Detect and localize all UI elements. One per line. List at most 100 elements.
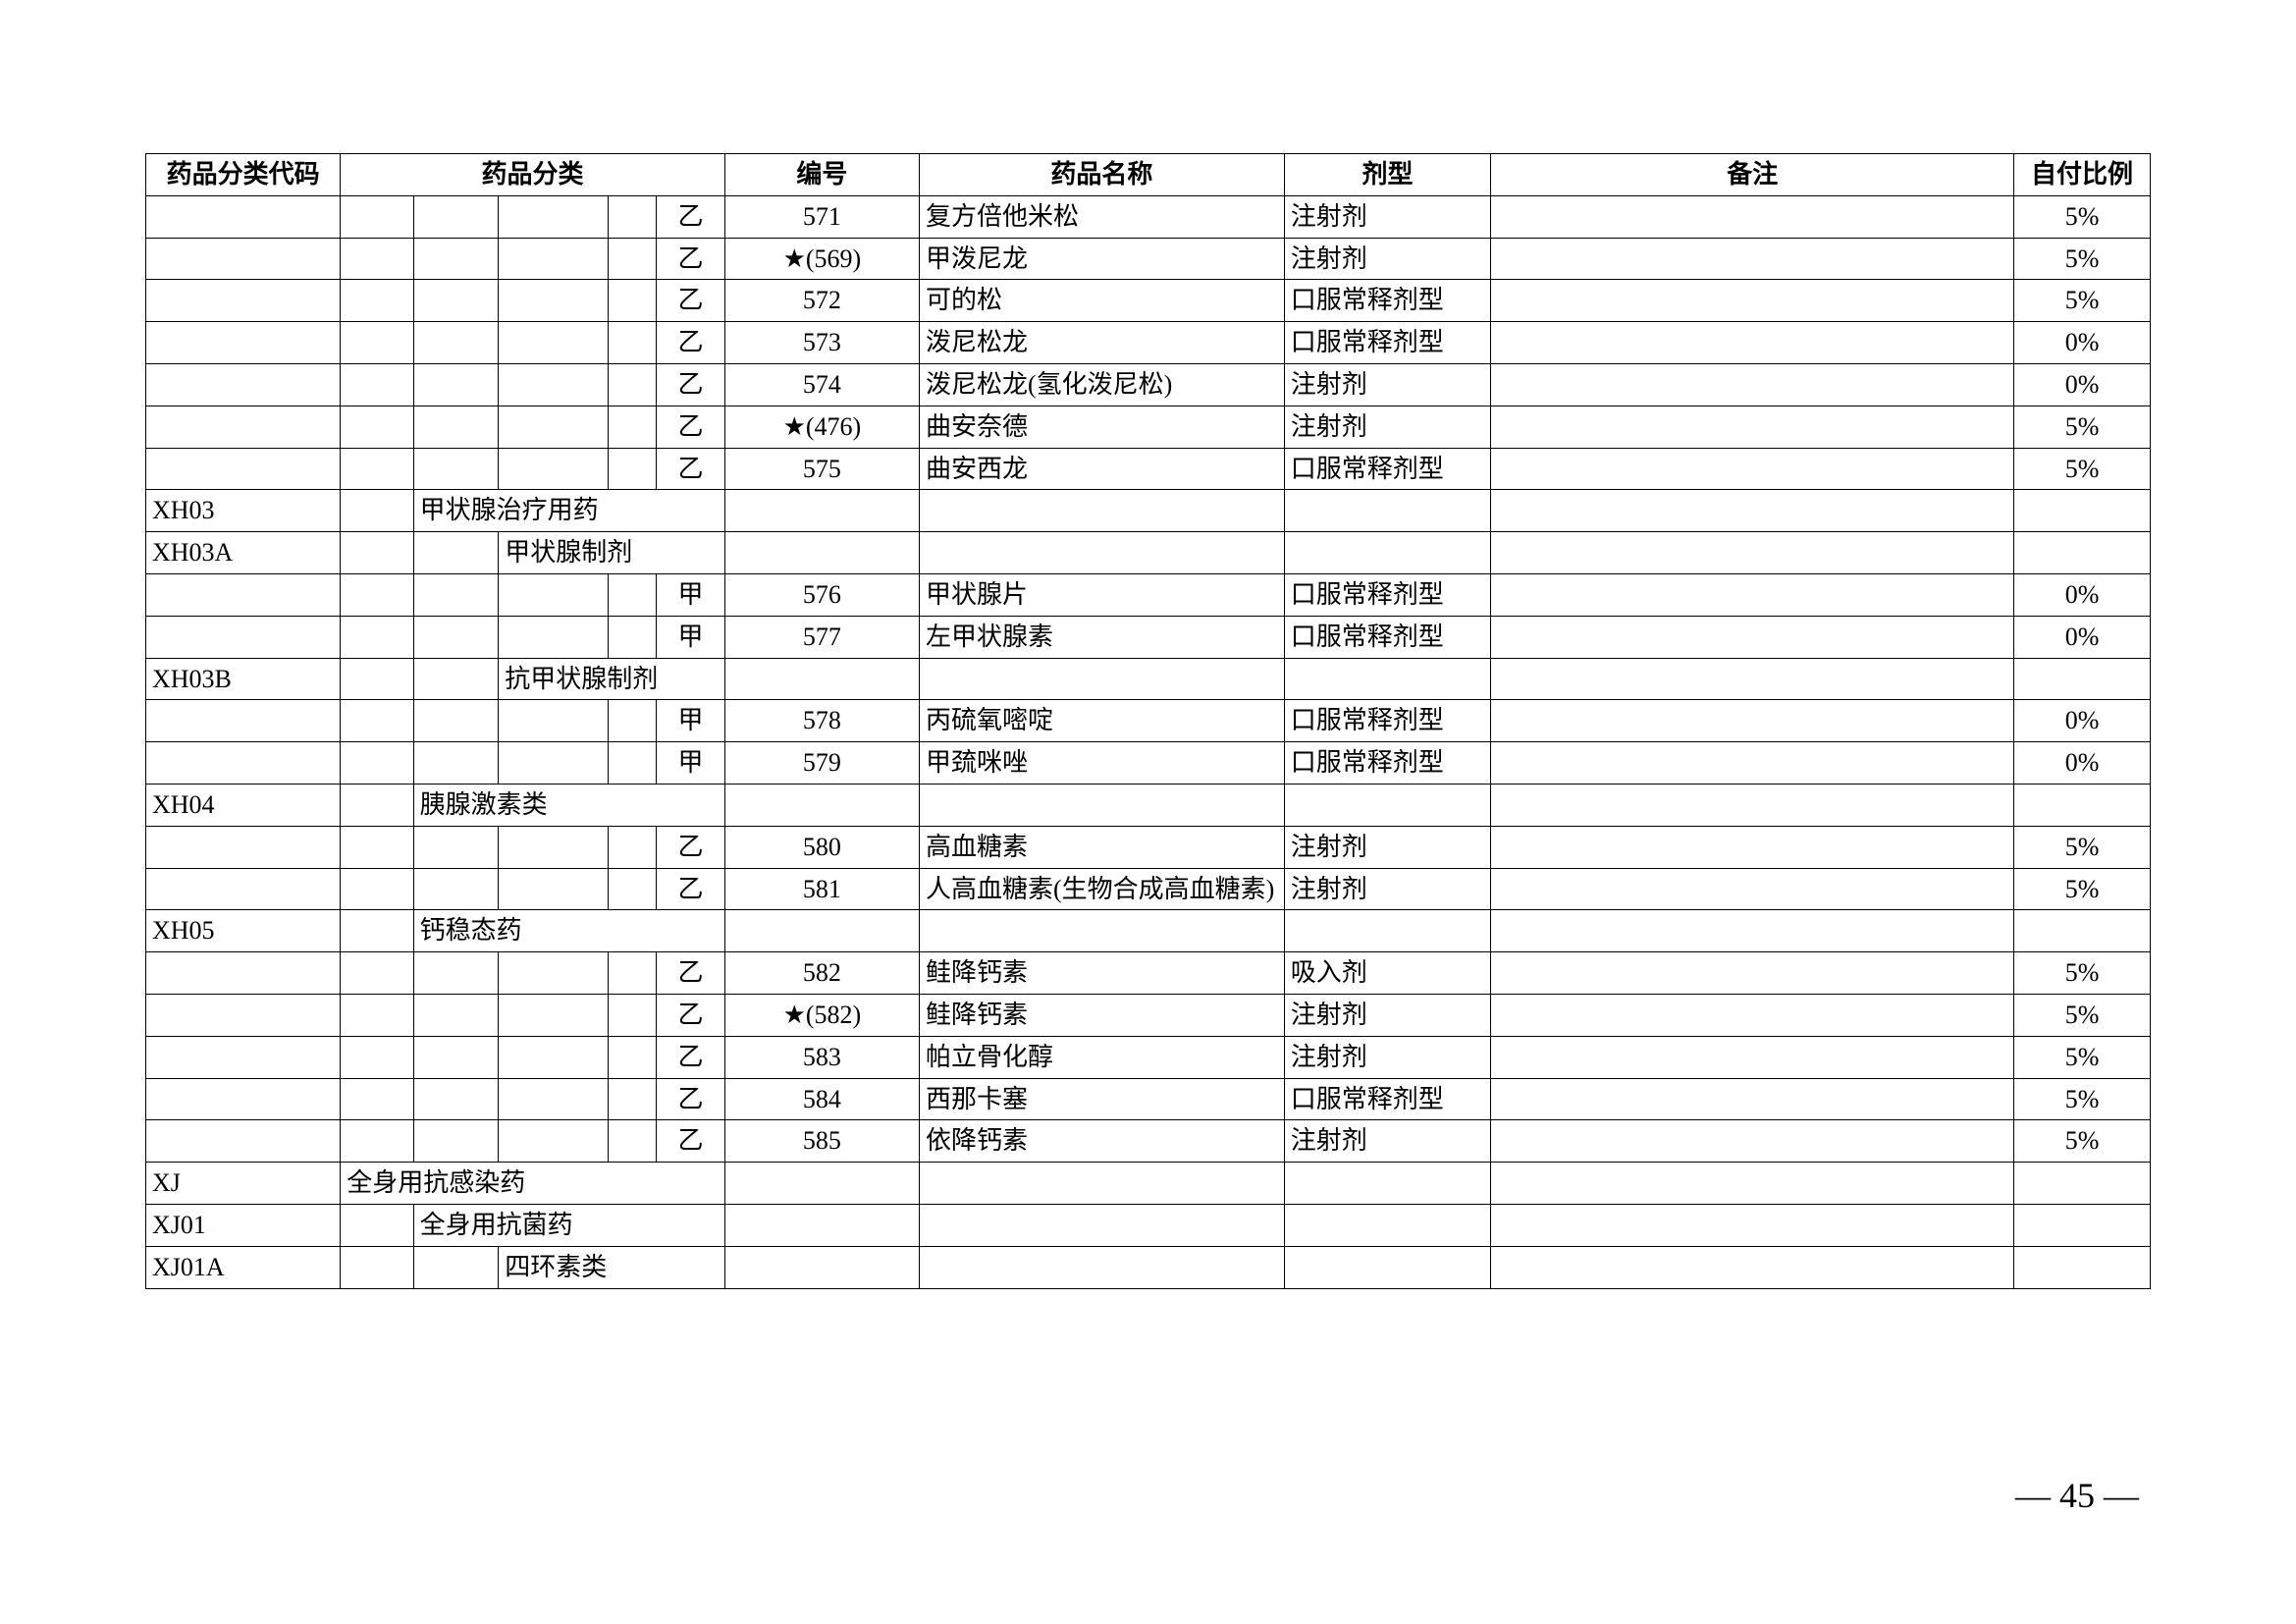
cell-cat-e: 乙 [657, 994, 724, 1036]
cell-name: 甲状腺片 [920, 573, 1285, 616]
cell-cat-a [341, 1036, 413, 1078]
table-row: 乙★(476)曲安奈德注射剂5% [146, 406, 2151, 448]
cell-cat-e: 甲 [657, 742, 724, 785]
cell-cat-a [341, 784, 413, 826]
cell-cat-d [608, 363, 657, 406]
cell-cat-d [608, 1036, 657, 1078]
cell-cat-a [341, 532, 413, 574]
cell-number: 573 [724, 322, 919, 364]
cell-cat-c [499, 1078, 609, 1120]
cell-cat-b [413, 658, 499, 700]
cell-code [146, 448, 341, 490]
cell-code: XH03B [146, 658, 341, 700]
cell-ratio [2014, 910, 2151, 952]
cell-name: 西那卡塞 [920, 1078, 1285, 1120]
cell-number: ★(476) [724, 406, 919, 448]
header-form: 剂型 [1284, 154, 1491, 196]
cell-cat-a [341, 280, 413, 322]
cell-name: 左甲状腺素 [920, 616, 1285, 658]
cell-number: 578 [724, 700, 919, 742]
cell-ratio: 5% [2014, 826, 2151, 868]
cell-form [1284, 1204, 1491, 1246]
cell-name [920, 1246, 1285, 1288]
table-row: 乙585依降钙素注射剂5% [146, 1120, 2151, 1163]
cell-name: 鲑降钙素 [920, 994, 1285, 1036]
cell-category: 胰腺激素类 [413, 784, 724, 826]
cell-form [1284, 532, 1491, 574]
cell-cat-e: 乙 [657, 826, 724, 868]
cell-note [1491, 910, 2014, 952]
cell-form: 口服常释剂型 [1284, 280, 1491, 322]
cell-code [146, 1036, 341, 1078]
cell-form: 口服常释剂型 [1284, 573, 1491, 616]
cell-category: 甲状腺治疗用药 [413, 490, 724, 532]
cell-cat-c [499, 448, 609, 490]
cell-name: 依降钙素 [920, 1120, 1285, 1163]
cell-note [1491, 363, 2014, 406]
cell-ratio [2014, 1163, 2151, 1205]
cell-cat-a [341, 238, 413, 280]
cell-code [146, 573, 341, 616]
cell-cat-d [608, 826, 657, 868]
cell-cat-c [499, 868, 609, 910]
cell-number: 580 [724, 826, 919, 868]
cell-code: XH03A [146, 532, 341, 574]
cell-name: 可的松 [920, 280, 1285, 322]
cell-cat-c [499, 280, 609, 322]
cell-cat-b [413, 195, 499, 238]
cell-note [1491, 195, 2014, 238]
cell-cat-c [499, 238, 609, 280]
table-body: 乙571复方倍他米松注射剂5%乙★(569)甲泼尼龙注射剂5%乙572可的松口服… [146, 195, 2151, 1288]
cell-code: XH04 [146, 784, 341, 826]
cell-form: 口服常释剂型 [1284, 616, 1491, 658]
cell-form: 口服常释剂型 [1284, 322, 1491, 364]
cell-form: 注射剂 [1284, 826, 1491, 868]
cell-cat-a [341, 1078, 413, 1120]
table-row: 乙582鲑降钙素吸入剂5% [146, 952, 2151, 995]
cell-number [724, 658, 919, 700]
table-row: 乙584西那卡塞口服常释剂型5% [146, 1078, 2151, 1120]
cell-cat-b [413, 448, 499, 490]
cell-cat-d [608, 573, 657, 616]
cell-number: ★(582) [724, 994, 919, 1036]
cell-cat-b [413, 280, 499, 322]
cell-code: XH05 [146, 910, 341, 952]
cell-note [1491, 784, 2014, 826]
cell-cat-a [341, 363, 413, 406]
cell-number [724, 490, 919, 532]
cell-note [1491, 826, 2014, 868]
cell-cat-c [499, 700, 609, 742]
cell-code: XJ01A [146, 1246, 341, 1288]
cell-note [1491, 1036, 2014, 1078]
cell-form: 口服常释剂型 [1284, 448, 1491, 490]
table-row: 乙571复方倍他米松注射剂5% [146, 195, 2151, 238]
header-note: 备注 [1491, 154, 2014, 196]
cell-form: 注射剂 [1284, 363, 1491, 406]
cell-cat-e: 乙 [657, 363, 724, 406]
cell-cat-a [341, 616, 413, 658]
cell-cat-d [608, 1078, 657, 1120]
cell-cat-e: 乙 [657, 1078, 724, 1120]
cell-category: 钙稳态药 [413, 910, 724, 952]
cell-name [920, 1204, 1285, 1246]
cell-number: 582 [724, 952, 919, 995]
cell-form: 口服常释剂型 [1284, 700, 1491, 742]
cell-cat-a [341, 448, 413, 490]
cell-cat-a [341, 195, 413, 238]
cell-number [724, 784, 919, 826]
cell-cat-c [499, 406, 609, 448]
cell-ratio: 5% [2014, 1120, 2151, 1163]
cell-name [920, 1163, 1285, 1205]
cell-form [1284, 1163, 1491, 1205]
table-row: 甲579甲巯咪唑口服常释剂型0% [146, 742, 2151, 785]
table-row: 乙★(582)鲑降钙素注射剂5% [146, 994, 2151, 1036]
cell-cat-d [608, 742, 657, 785]
cell-code: XJ [146, 1163, 341, 1205]
cell-ratio: 5% [2014, 868, 2151, 910]
cell-cat-e: 甲 [657, 616, 724, 658]
cell-note [1491, 742, 2014, 785]
cell-form: 口服常释剂型 [1284, 1078, 1491, 1120]
cell-number [724, 1246, 919, 1288]
table-row: XJ01全身用抗菌药 [146, 1204, 2151, 1246]
cell-cat-e: 乙 [657, 406, 724, 448]
